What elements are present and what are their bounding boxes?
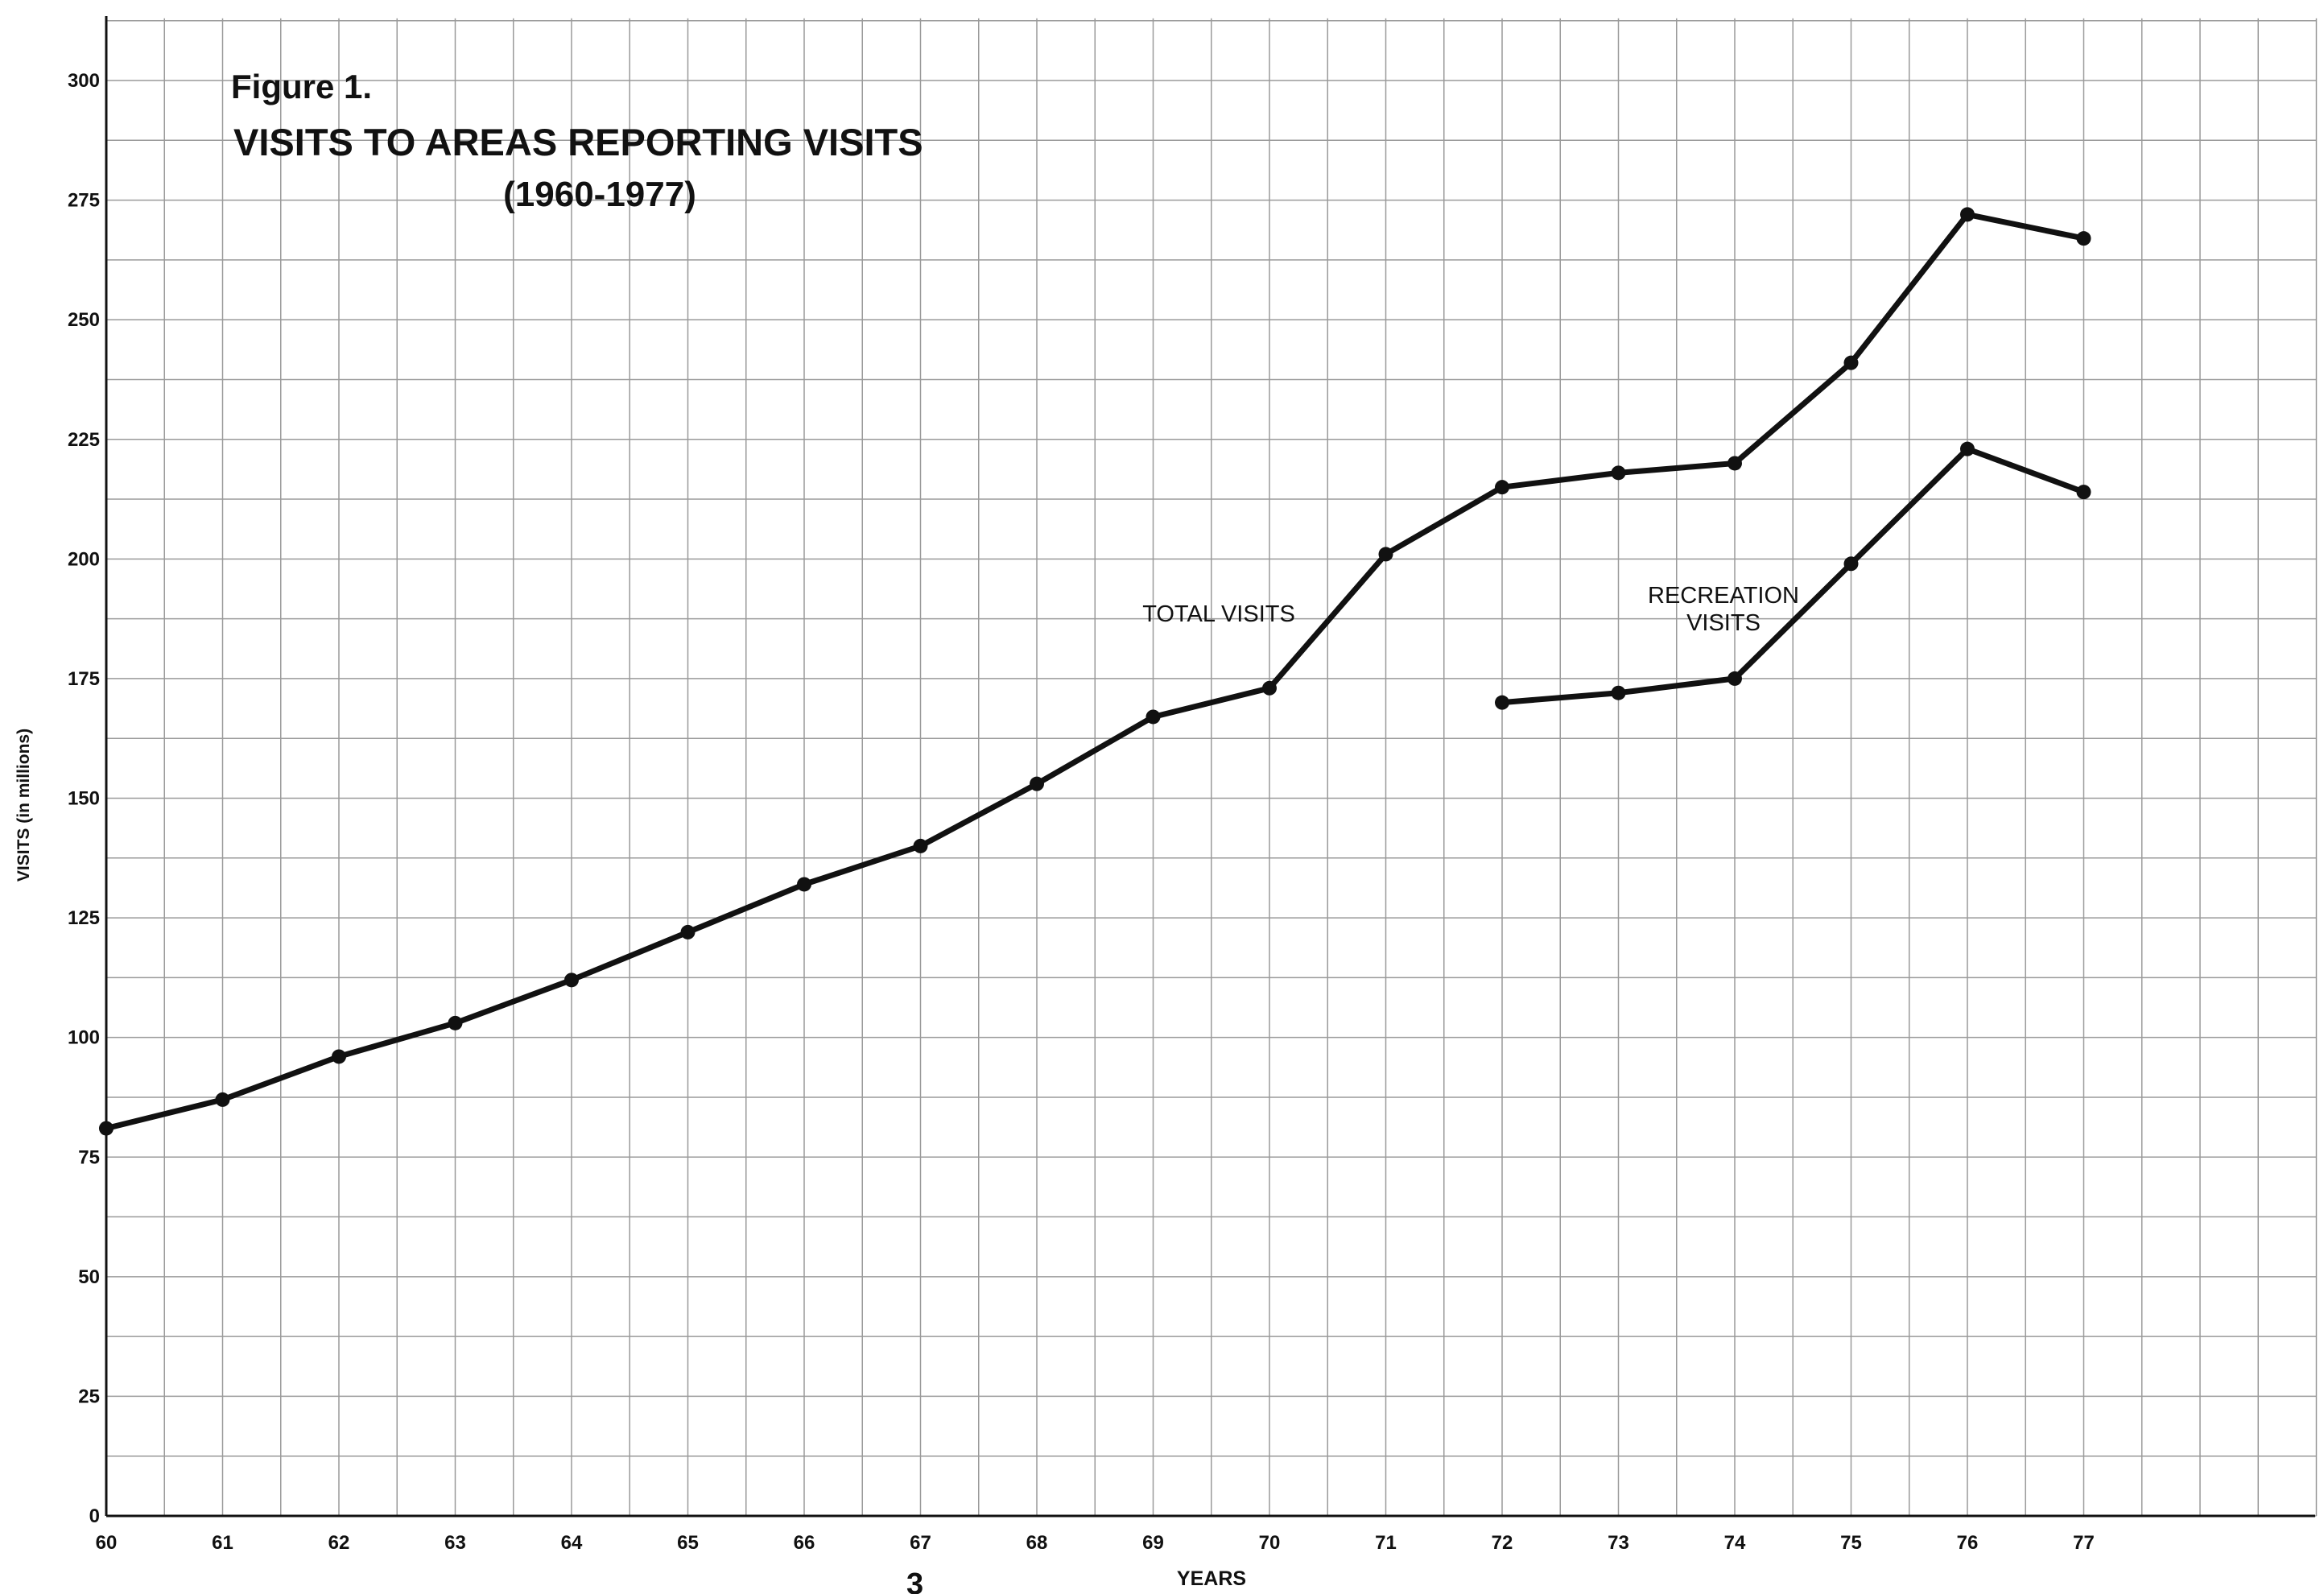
y-tick-label: 75 — [78, 1146, 100, 1168]
x-tick-label: 72 — [1492, 1532, 1513, 1554]
x-tick-label: 61 — [212, 1532, 233, 1554]
y-tick-label: 150 — [68, 788, 100, 810]
data-point — [2076, 231, 2091, 246]
y-tick-label: 0 — [89, 1505, 100, 1527]
x-tick-label: 68 — [1026, 1532, 1048, 1554]
y-tick-label: 50 — [78, 1266, 100, 1288]
data-point — [1728, 456, 1742, 471]
x-tick-label: 62 — [328, 1532, 350, 1554]
y-tick-label: 200 — [68, 548, 100, 570]
x-tick-label: 60 — [96, 1532, 118, 1554]
y-tick-label: 250 — [68, 309, 100, 331]
x-tick-label: 67 — [910, 1532, 931, 1554]
data-point — [1030, 776, 1044, 791]
y-tick-label: 125 — [68, 907, 100, 929]
x-tick-label: 64 — [561, 1532, 583, 1554]
y-tick-label: 275 — [68, 190, 100, 212]
x-tick-label: 75 — [1840, 1532, 1862, 1554]
data-point — [1843, 355, 1859, 370]
x-tick-label: 73 — [1608, 1532, 1629, 1554]
data-point — [1611, 465, 1626, 481]
series-label-recreation-line-2: VISITS — [1686, 610, 1761, 636]
x-tick-label: 76 — [1957, 1532, 1979, 1554]
page-number: 3 — [906, 1567, 923, 1594]
data-point — [1960, 441, 1975, 456]
data-point — [1495, 695, 1509, 710]
data-point — [1728, 671, 1742, 686]
grid — [105, 18, 2318, 1517]
x-tick-label: 77 — [2073, 1532, 2095, 1554]
x-tick-labels: 60 61 62 63 64 65 66 67 68 69 70 71 72 73 74 75 76 77 — [96, 1532, 2095, 1554]
data-point — [1843, 556, 1859, 572]
axes — [105, 16, 2315, 1518]
series-label-recreation-line-1: RECREATION — [1648, 583, 1799, 609]
figure-label: Figure 1. — [231, 68, 372, 105]
data-point — [1262, 680, 1277, 696]
series — [99, 207, 2091, 1136]
data-point — [1495, 480, 1509, 495]
x-tick-label: 70 — [1259, 1532, 1281, 1554]
series-line-0 — [103, 211, 2087, 1132]
data-point — [332, 1049, 346, 1064]
y-tick-label: 225 — [68, 429, 100, 451]
series-label-total-visits: TOTAL VISITS — [1142, 601, 1295, 627]
x-axis-title: YEARS — [1177, 1567, 1246, 1590]
data-point — [99, 1121, 114, 1136]
data-point — [564, 973, 579, 988]
y-tick-label: 300 — [68, 70, 100, 92]
data-point — [2076, 485, 2091, 500]
chart-subtitle: (1960-1977) — [503, 175, 696, 214]
x-tick-label: 74 — [1724, 1532, 1746, 1554]
data-point — [1960, 207, 1975, 222]
x-tick-label: 69 — [1142, 1532, 1164, 1554]
x-tick-label: 66 — [794, 1532, 815, 1554]
y-axis-title: VISITS (in millions) — [14, 729, 33, 882]
data-point — [1145, 709, 1161, 725]
data-point — [1378, 547, 1393, 562]
chart-title: VISITS TO AREAS REPORTING VISITS — [233, 121, 923, 163]
y-tick-label: 175 — [68, 668, 100, 690]
y-tick-label: 100 — [68, 1027, 100, 1049]
data-point — [1611, 685, 1626, 700]
x-tick-label: 71 — [1375, 1532, 1397, 1554]
data-point — [680, 924, 696, 939]
data-point — [215, 1092, 230, 1107]
y-tick-label: 25 — [78, 1385, 100, 1407]
x-tick-label: 65 — [677, 1532, 699, 1554]
data-point — [448, 1015, 463, 1030]
data-point — [797, 877, 811, 892]
data-point — [913, 838, 928, 853]
series-line-1 — [1499, 446, 2087, 706]
y-tick-labels: 0 25 50 75 100 125 150 175 200 225 250 275 300 — [68, 70, 100, 1527]
x-tick-label: 63 — [444, 1532, 466, 1554]
